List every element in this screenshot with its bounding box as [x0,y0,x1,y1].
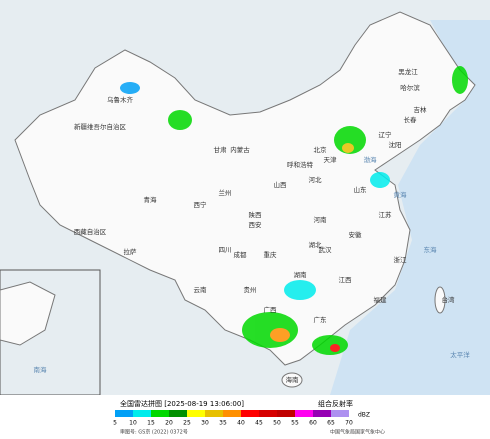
legend-swatch [133,410,151,417]
map-label: 内蒙古 [230,145,250,154]
map-label: 黑龙江 [398,67,418,76]
approval: 审图号: GS京 (2022) 0372号 [120,429,188,436]
map-label: 兰州 [219,188,232,197]
legend-unit: dBZ [358,412,370,419]
legend-value: 55 [291,420,299,427]
map-label: 云南 [194,285,208,294]
map-label: 北京 [314,145,328,154]
map-label: 广西 [264,305,278,314]
legend-swatch [331,410,349,417]
map-label: 山东 [354,185,368,194]
credit: 中国气象局国家气象中心 [330,429,385,436]
map-label: 哈尔滨 [400,83,420,92]
map-label: 安徽 [349,230,363,239]
legend-value: 35 [219,420,227,427]
map-label: 甘肃 [214,145,228,154]
map-label: 东海 [424,245,438,254]
map-label: 青海 [144,195,158,204]
product-name: 组合反射率 [318,399,353,408]
legend-value: 20 [165,420,173,427]
legend-swatch [295,410,313,417]
legend-swatch [115,410,133,417]
map-label: 西安 [249,220,263,229]
map-label: 台湾 [442,295,456,304]
map-label: 重庆 [264,250,278,259]
legend-value: 65 [327,420,335,427]
legend-value: 40 [237,420,245,427]
map-label: 河北 [309,176,323,184]
radar-echoes [120,66,468,355]
inset-land [0,281,56,346]
map-label: 四川 [219,246,232,254]
map-label: 长春 [404,115,418,124]
map-label: 渤海 [364,155,378,164]
map-label: 呼和浩特 [287,160,314,169]
map-label: 新疆维吾尔自治区 [74,122,127,131]
map-label: 西宁 [194,200,208,209]
taiwan [434,286,446,314]
legend-value: 15 [147,420,155,427]
legend-swatch [259,410,277,417]
map-label: 浙江 [394,255,408,264]
map-label: 乌鲁木齐 [107,95,134,104]
legend-swatch [169,410,187,417]
legend-swatch [187,410,205,417]
legend-title: 全国雷达拼图 [2025-08-19 13:06:00] [120,399,244,408]
map-label: 广东 [314,315,328,324]
map-label: 武汉 [319,245,333,254]
legend-value: 25 [183,420,191,427]
map-label: 拉萨 [124,247,138,256]
legend-value: 60 [309,420,317,427]
map-label: 湖南 [294,270,308,279]
legend-swatch [313,410,331,417]
legend-swatch [151,410,169,417]
map-label: 江苏 [379,210,393,219]
map-label: 河南 [314,215,328,224]
legend-value: 45 [255,420,263,427]
map-label: 西藏自治区 [74,227,107,236]
legend-value: 10 [129,420,137,427]
map-label: 南海 [34,365,48,374]
map-label: 贵州 [244,285,257,294]
map-label: 陕西 [249,210,263,219]
map-label: 沈阳 [389,140,402,149]
map-label: 黄海 [394,190,408,199]
legend-value: 50 [273,420,281,427]
legend: 5 10 15 20 25 30 35 40 45 50 55 60 65 70 [113,410,353,427]
map-label: 成都 [234,250,248,259]
legend-value: 5 [113,420,117,427]
map-label: 江西 [339,276,353,284]
legend-swatch [277,410,295,417]
map-label: 吉林 [414,105,428,114]
map-label: 山西 [274,180,288,189]
legend-swatch [223,410,241,417]
legend-value: 70 [345,420,353,427]
map-label: 天津 [324,156,338,164]
sea [330,20,490,395]
map-label: 福建 [374,295,388,304]
map-label: 海南 [286,375,300,384]
map-label: 太平洋 [450,350,470,359]
legend-value: 30 [201,420,209,427]
map-label: 辽宁 [379,130,393,139]
map-label: 湖北 [309,240,323,249]
china-outline [14,11,476,366]
legend-swatch [241,410,259,417]
legend-swatch [205,410,223,417]
hainan [281,372,303,388]
